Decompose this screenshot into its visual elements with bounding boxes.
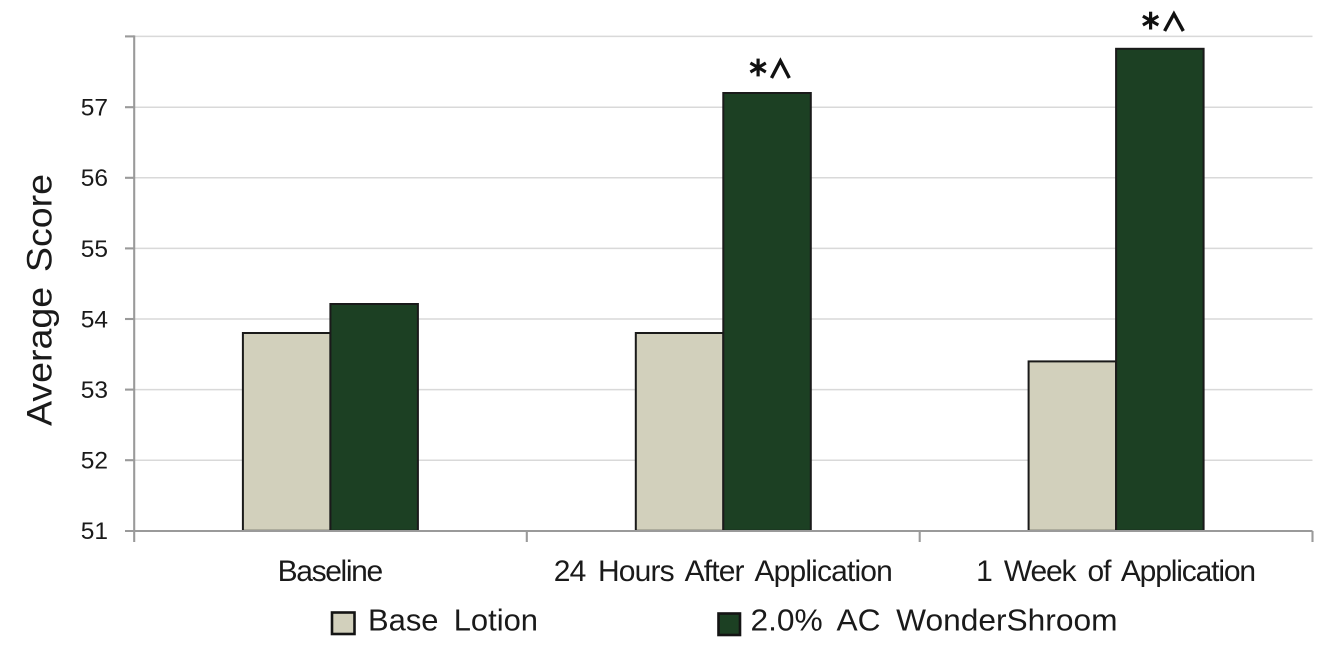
- svg-text:57: 57: [81, 95, 108, 122]
- svg-text:53: 53: [81, 377, 108, 404]
- svg-text:51: 51: [81, 518, 108, 545]
- svg-text:24 Hours After Application: 24 Hours After Application: [554, 555, 893, 588]
- svg-text:54: 54: [81, 306, 108, 333]
- svg-text:Base Lotion: Base Lotion: [368, 604, 538, 638]
- svg-text:56: 56: [81, 165, 108, 192]
- svg-text:1 Week of Application: 1 Week of Application: [976, 555, 1256, 588]
- svg-text:55: 55: [81, 236, 108, 263]
- svg-text:2.0% AC WonderShroom: 2.0% AC WonderShroom: [751, 604, 1118, 638]
- svg-text:Average Score: Average Score: [21, 174, 60, 426]
- svg-text:52: 52: [81, 448, 108, 475]
- svg-text:Baseline: Baseline: [278, 555, 384, 588]
